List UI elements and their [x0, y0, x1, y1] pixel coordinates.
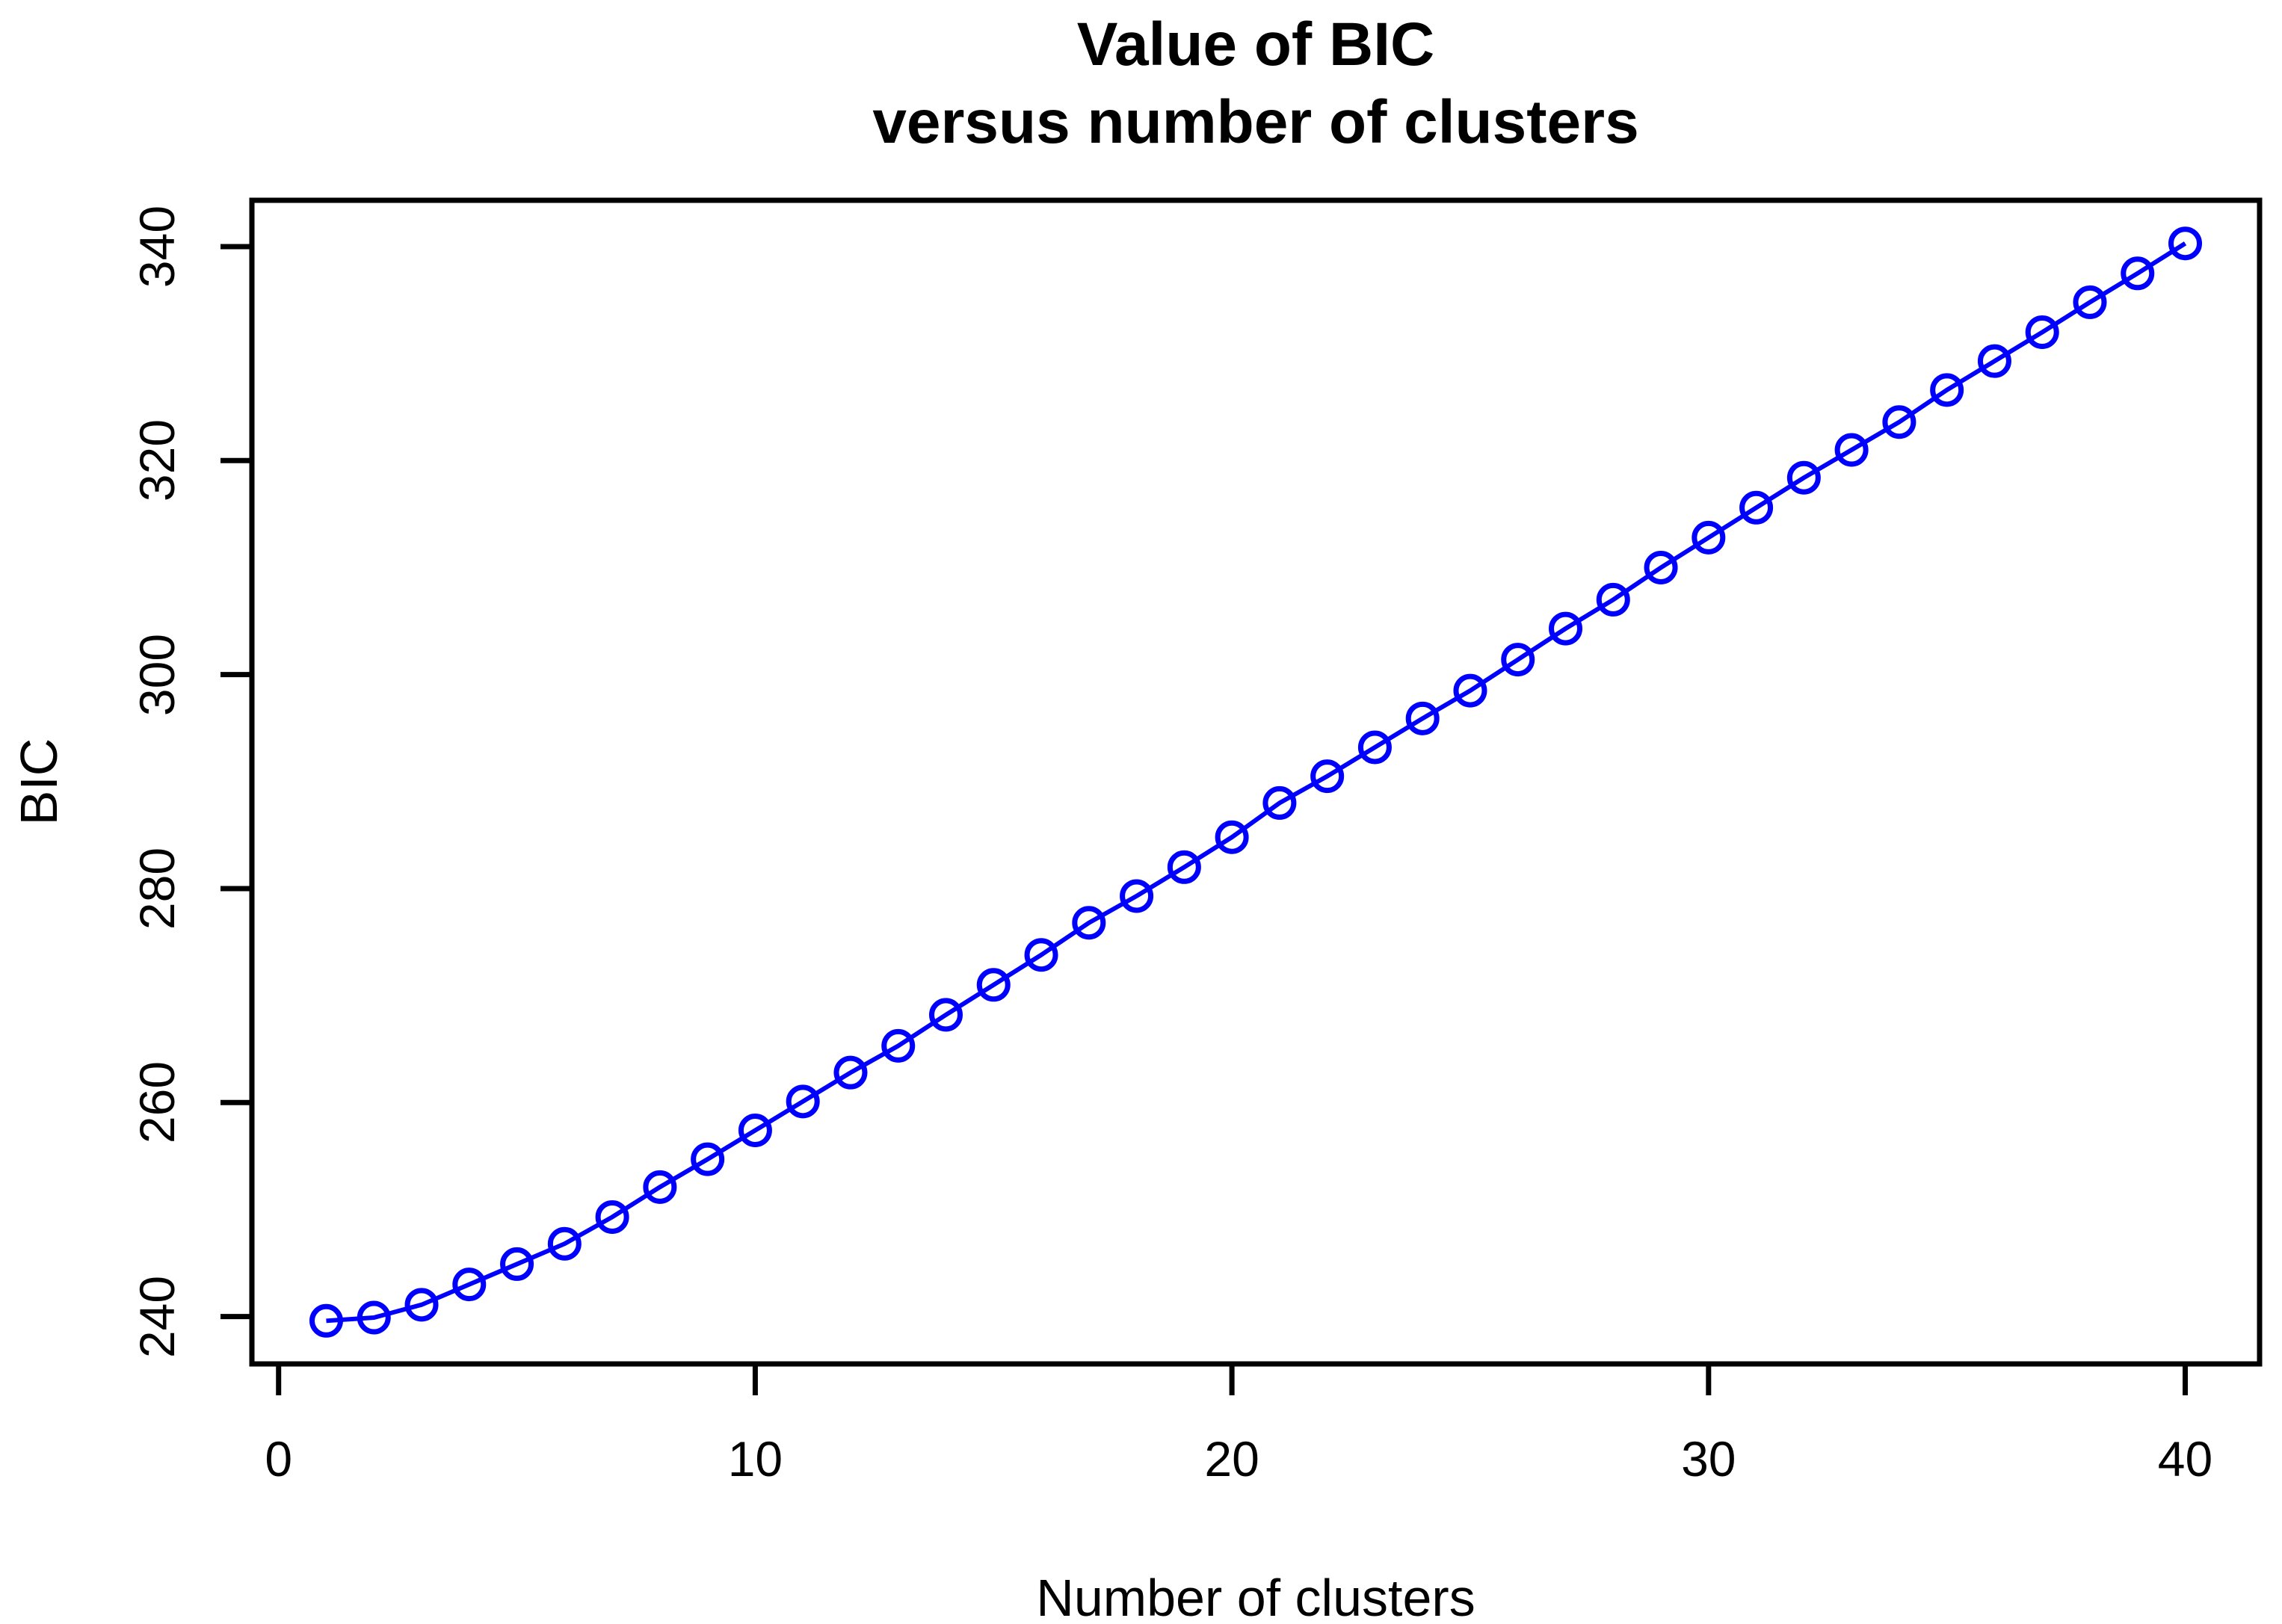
bic-series	[309, 226, 2203, 1338]
data-point	[1692, 520, 1726, 555]
data-point	[1215, 820, 1249, 854]
data-point	[1739, 490, 1774, 525]
data-point	[738, 1113, 772, 1147]
y-tick-label: 300	[129, 633, 185, 716]
data-point	[547, 1226, 582, 1261]
y-tick-label: 320	[129, 419, 185, 502]
data-point	[691, 1142, 725, 1176]
data-point	[2121, 256, 2155, 291]
data-point	[1786, 460, 1821, 495]
y-tick-label: 340	[129, 205, 185, 288]
chart-title-line1: Value of BIC	[1076, 10, 1435, 78]
data-point	[595, 1200, 629, 1234]
data-point	[1549, 611, 1583, 646]
data-point	[786, 1084, 820, 1119]
data-point	[881, 1028, 916, 1063]
data-point	[1120, 879, 1154, 913]
y-tick-label: 280	[129, 847, 185, 930]
y-tick-label: 240	[129, 1275, 185, 1358]
x-tick-label: 40	[2157, 1431, 2213, 1486]
data-point	[2073, 285, 2107, 319]
data-point	[1405, 701, 1440, 735]
data-point	[1644, 550, 1678, 584]
chart-title-line2: versus number of clusters	[872, 88, 1639, 156]
data-point	[928, 998, 963, 1032]
data-point	[1357, 730, 1392, 765]
data-point	[1024, 938, 1058, 972]
data-point	[1310, 759, 1345, 794]
data-point	[2168, 226, 2203, 261]
data-point	[1167, 850, 1201, 884]
y-tick-label: 260	[129, 1061, 185, 1144]
data-point	[643, 1170, 677, 1204]
x-axis-label: Number of clusters	[1036, 1569, 1475, 1624]
plot-box	[249, 197, 2263, 1367]
data-point	[1834, 433, 1869, 467]
y-axis-label-text: BIC	[10, 738, 68, 826]
data-point	[1262, 785, 1297, 820]
data-point	[2025, 315, 2059, 350]
axes	[221, 197, 2263, 1395]
data-point	[976, 968, 1011, 1002]
data-point	[309, 1303, 343, 1338]
x-tick-label: 20	[1204, 1431, 1259, 1486]
bic-line	[326, 241, 2187, 1324]
x-tick-label: 30	[1681, 1431, 1736, 1486]
data-point	[1977, 344, 2011, 378]
data-point	[1596, 582, 1630, 617]
chart-title: Value of BIC versus number of clusters	[252, 6, 2260, 161]
data-point	[1882, 405, 1916, 439]
data-point	[1501, 643, 1535, 677]
data-point	[833, 1055, 868, 1090]
data-point	[500, 1247, 534, 1281]
x-tick-label: 10	[727, 1431, 783, 1486]
data-point	[404, 1288, 439, 1322]
x-tick-label: 0	[265, 1431, 293, 1486]
data-point	[1453, 673, 1487, 708]
data-point	[1072, 906, 1106, 940]
data-point	[357, 1300, 391, 1335]
data-point	[1930, 373, 1964, 407]
data-point	[452, 1268, 487, 1302]
